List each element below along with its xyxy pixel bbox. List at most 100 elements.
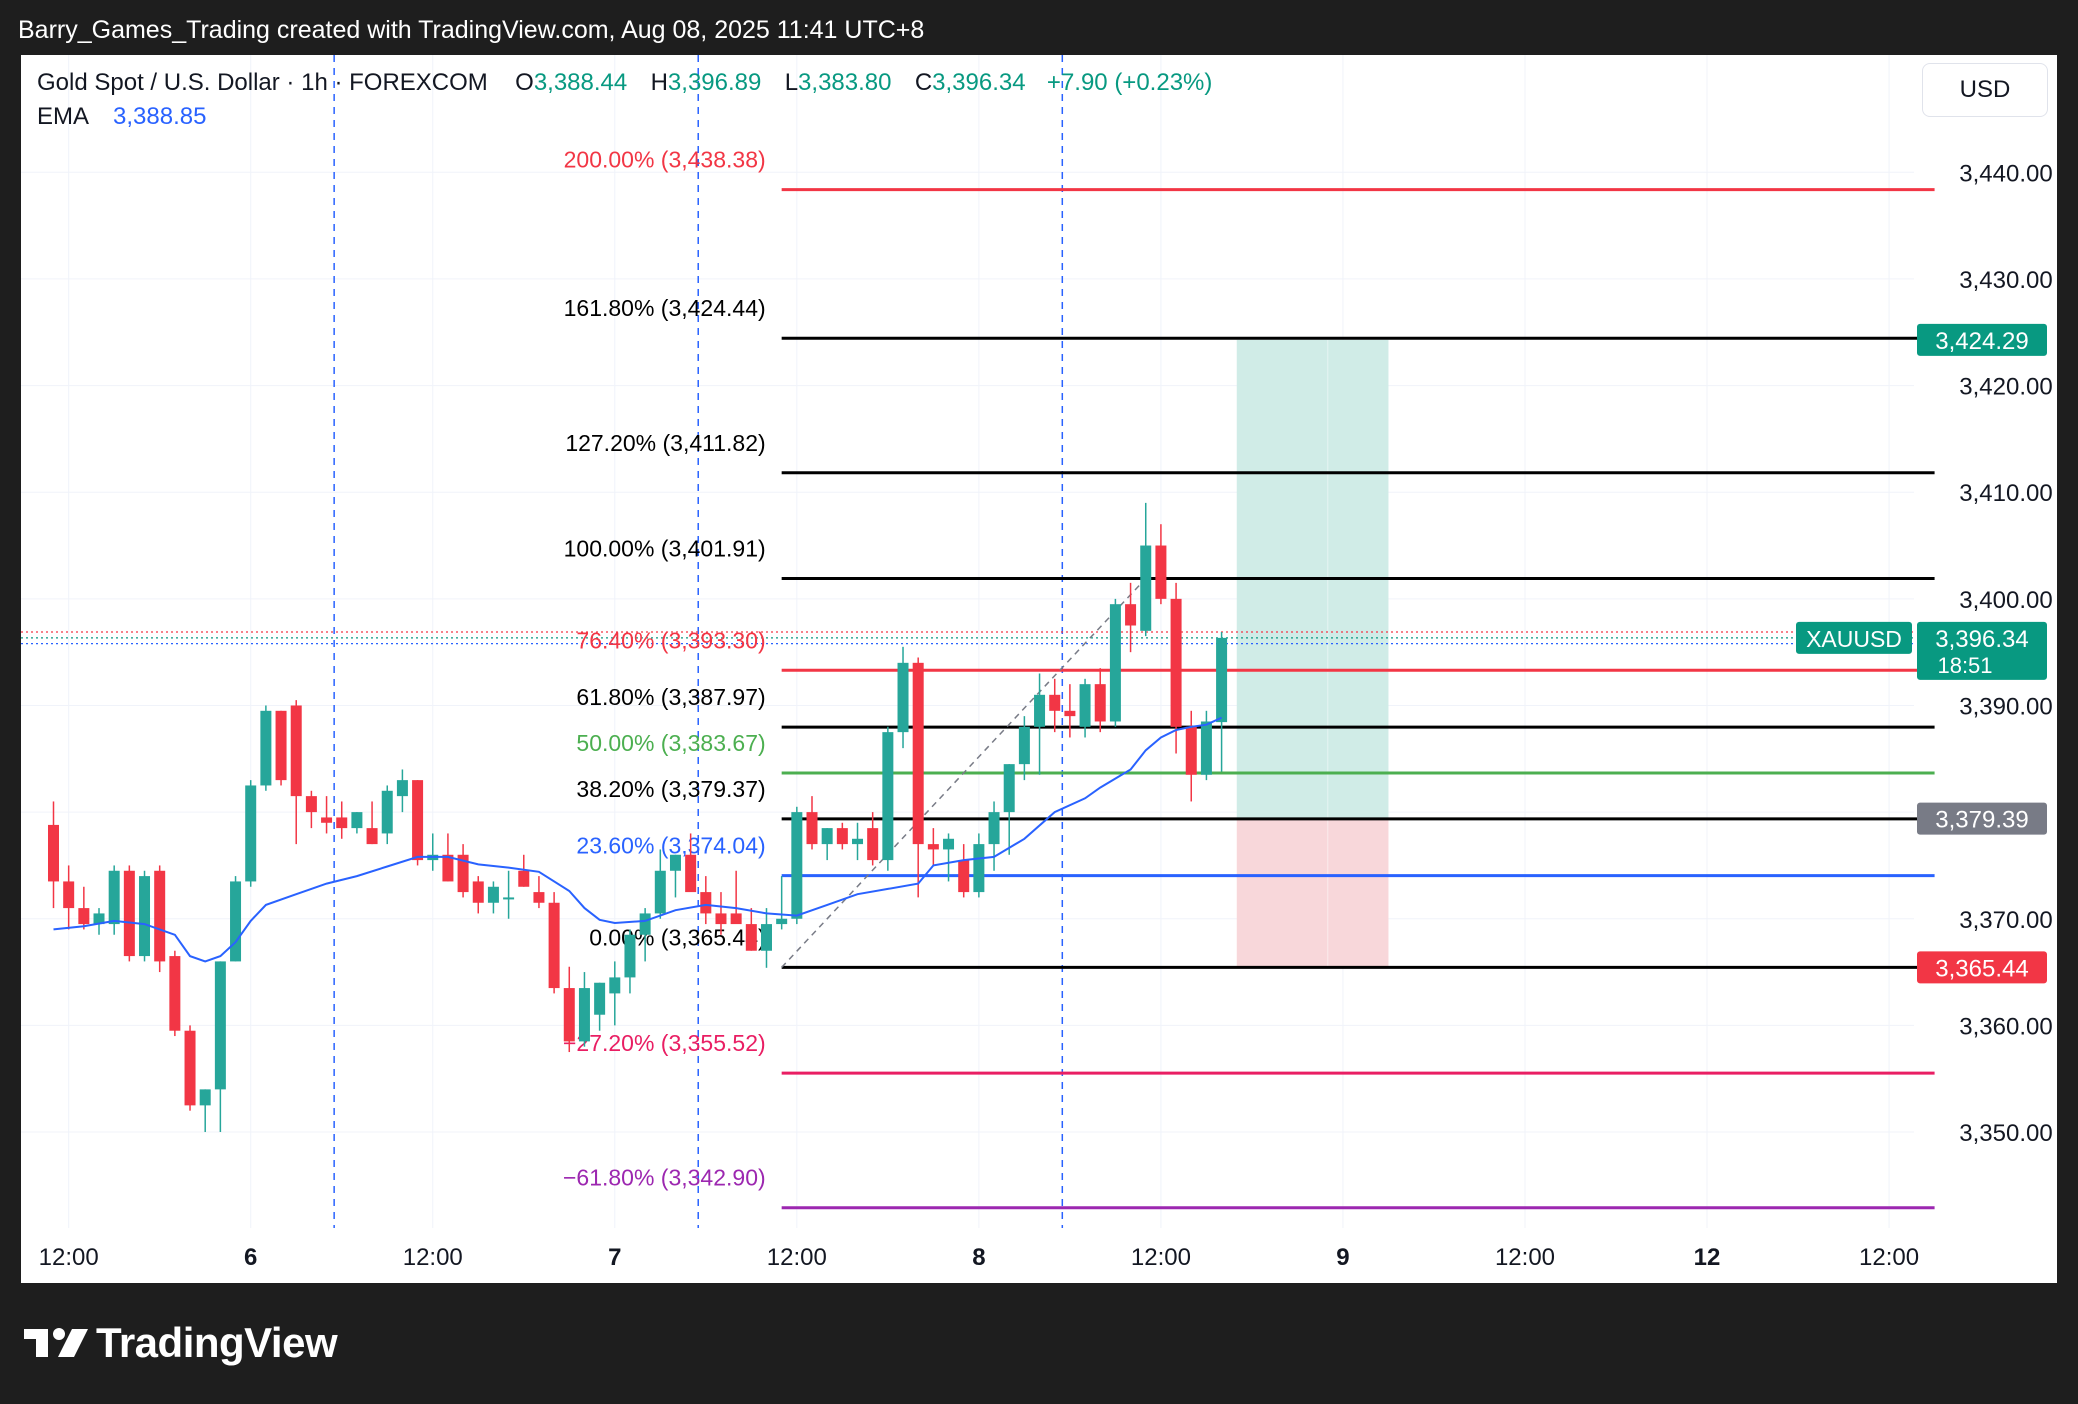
candle-down — [123, 865, 135, 962]
candle-body — [654, 870, 666, 914]
candle-down — [1064, 684, 1076, 738]
candle-body — [1094, 684, 1106, 722]
candle-body — [184, 1030, 196, 1106]
candle-up — [1109, 598, 1121, 727]
candle-body — [1125, 604, 1137, 626]
fib-level-label: 0.00% (3,365.44) — [589, 924, 765, 950]
candle-down — [366, 801, 378, 845]
candle-body — [806, 812, 818, 845]
candle-down — [700, 876, 712, 925]
fib-level-label: 200.00% (3,438.38) — [564, 147, 766, 173]
attribution-bar: Barry_Games_Trading created with Trading… — [0, 0, 2078, 55]
open-label: O — [515, 69, 534, 96]
candle-body — [245, 785, 257, 882]
candle-up — [260, 705, 272, 791]
candle-body — [1079, 684, 1091, 727]
candle-up — [427, 833, 439, 871]
fib-level-label: 38.20% (3,379.37) — [576, 776, 765, 802]
candle-down — [1170, 582, 1182, 754]
candle-up — [503, 870, 515, 919]
candle-down — [1125, 582, 1137, 653]
candle-body — [624, 934, 636, 978]
ema-line — [53, 716, 1223, 963]
candle-body — [1140, 545, 1152, 631]
candle-up — [791, 806, 803, 925]
y-tick-label: 3,410.00 — [1959, 480, 2052, 507]
candle-body — [1109, 604, 1121, 722]
candle-body — [715, 913, 727, 925]
y-tick-label: 3,440.00 — [1959, 160, 2052, 187]
candle-up — [669, 854, 681, 898]
candle-body — [139, 876, 151, 957]
candle-up — [852, 822, 864, 861]
candle-body — [533, 892, 545, 903]
x-tick-label: 12:00 — [39, 1244, 99, 1271]
candle-up — [639, 908, 651, 962]
candle-body — [290, 705, 302, 797]
candle-down — [275, 710, 287, 786]
candle-body — [457, 854, 469, 893]
candle-body — [396, 780, 408, 797]
candle-up — [487, 881, 499, 914]
candle-down — [1049, 678, 1061, 733]
candle-body — [897, 662, 909, 733]
candle-body — [745, 924, 757, 951]
y-tick-label: 3,400.00 — [1959, 587, 2052, 614]
x-tick-label: 8 — [972, 1244, 985, 1271]
ema-legend: EMA 3,388.85 — [37, 103, 206, 131]
candle-body — [78, 908, 90, 925]
candle-body — [852, 838, 864, 845]
candle-body — [730, 913, 742, 925]
candle-down — [154, 865, 166, 973]
candle-body — [93, 913, 105, 925]
y-tick-label: 3,430.00 — [1959, 267, 2052, 294]
candle-up — [654, 849, 666, 919]
ema-label: EMA — [37, 103, 88, 130]
candle-up — [943, 833, 955, 882]
price-tag: 3,424.29 — [1917, 323, 2047, 356]
close-value: 3,396.34 — [932, 69, 1026, 96]
candle-body — [927, 844, 939, 850]
currency-button[interactable]: USD — [1922, 63, 2048, 117]
fib-level-label: 23.60% (3,374.04) — [576, 833, 765, 859]
fib-level-label: −61.80% (3,342.90) — [563, 1165, 766, 1191]
candle-body — [230, 881, 242, 962]
candle-body — [973, 844, 985, 893]
candle-down — [78, 886, 90, 930]
fib-level-label: 161.80% (3,424.44) — [564, 295, 766, 321]
close-label: C — [914, 69, 933, 96]
candle-up — [578, 972, 590, 1047]
candle-body — [260, 710, 272, 786]
candle-down — [806, 796, 818, 850]
fib-level-label: 61.80% (3,387.97) — [576, 684, 765, 710]
fib-trend-line — [781, 577, 1147, 968]
candle-down — [685, 833, 697, 893]
candle-down — [1185, 710, 1197, 802]
candle-body — [305, 796, 317, 813]
candle-down — [867, 812, 879, 866]
candle-body — [336, 817, 348, 829]
candle-down — [745, 908, 757, 951]
candle-up — [882, 726, 894, 871]
x-tick-label: 12:00 — [767, 1244, 827, 1271]
candle-body — [988, 812, 1000, 845]
price-tag-box — [1917, 951, 2047, 984]
candle-down — [321, 796, 333, 834]
candle-body — [487, 886, 499, 903]
candle-body — [1034, 694, 1046, 727]
price-tag: 3,379.39 — [1917, 802, 2047, 835]
candle-body — [1155, 545, 1167, 599]
candle-up — [351, 812, 363, 834]
candle-down — [958, 844, 970, 898]
change-value: +7.90 (+0.23%) — [1046, 69, 1213, 96]
fib-level-label: 50.00% (3,383.67) — [576, 730, 765, 756]
candle-up — [1200, 710, 1212, 781]
candle-body — [1018, 726, 1030, 765]
price-chart[interactable]: 200.00% (3,438.38) 161.80% (3,424.44) 127.… — [21, 55, 2057, 1283]
fib-level-label: −27.20% (3,355.52) — [563, 1030, 766, 1056]
candle-body — [1049, 694, 1061, 711]
candle-body — [214, 961, 226, 1090]
chart-panel[interactable]: 200.00% (3,438.38) 161.80% (3,424.44) 127.… — [21, 55, 2057, 1283]
candle-up — [396, 769, 408, 813]
candle-up — [214, 961, 226, 1133]
